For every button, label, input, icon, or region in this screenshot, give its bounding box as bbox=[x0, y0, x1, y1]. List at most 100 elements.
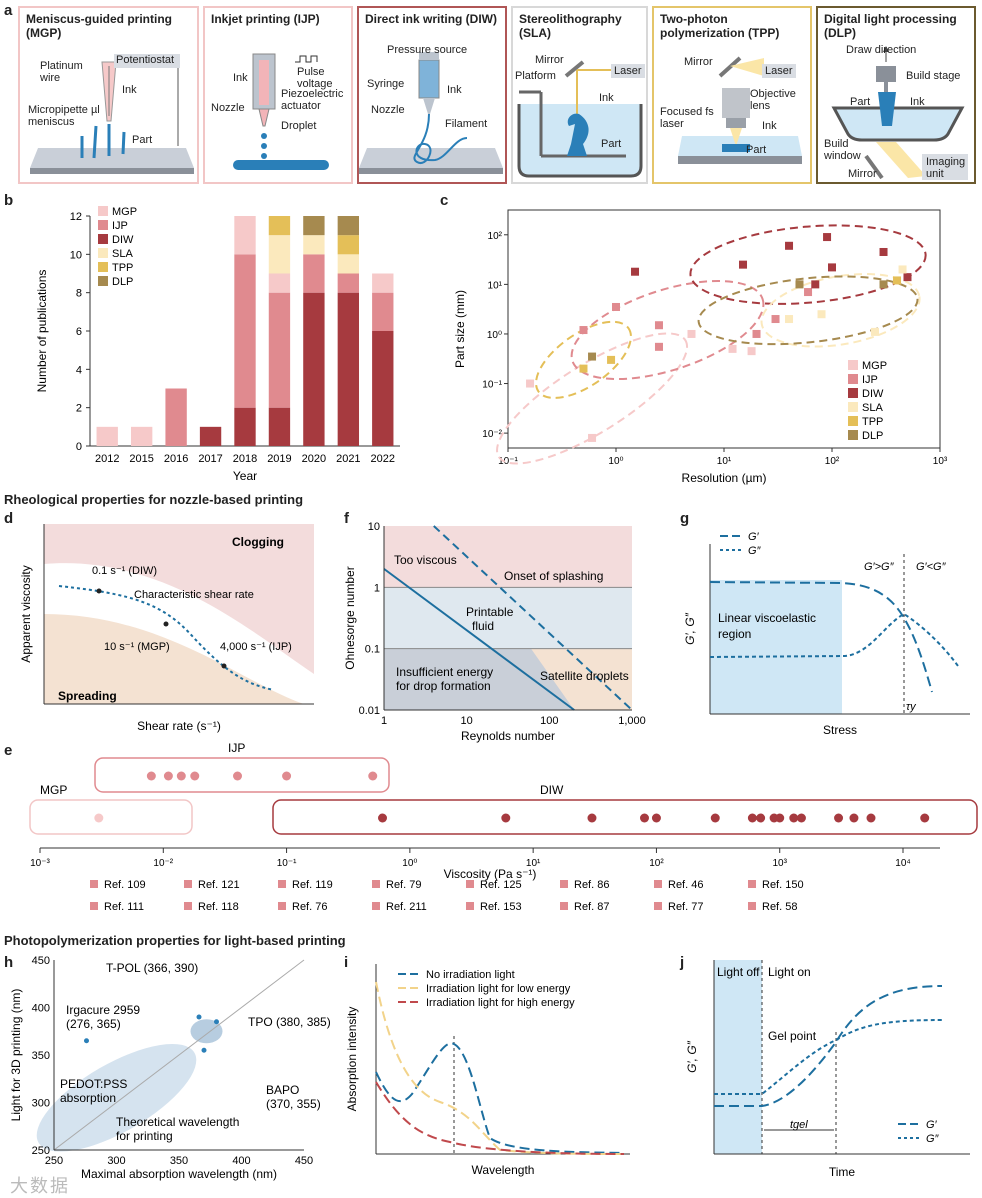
x-tick-label: 10 bbox=[461, 715, 473, 727]
cluster-blob bbox=[190, 1019, 223, 1044]
region-insufficient bbox=[384, 648, 575, 710]
y-tick-label: 400 bbox=[32, 1003, 50, 1015]
group-label: MGP bbox=[40, 783, 67, 797]
bar-dlp bbox=[337, 216, 360, 236]
point-mgp bbox=[526, 379, 535, 388]
photoinitiator-point bbox=[196, 1014, 202, 1020]
point-sla bbox=[785, 315, 794, 324]
panel-a-title: Direct ink writing (DIW) bbox=[365, 12, 497, 26]
legend-label: DIW bbox=[112, 234, 134, 246]
annotation: for printing bbox=[116, 1129, 173, 1143]
legend-label: Irradiation light for high energy bbox=[426, 997, 575, 1009]
panel-letter-j: j bbox=[680, 954, 685, 971]
diw-illustration bbox=[359, 52, 503, 174]
viscosity-point-diw bbox=[775, 813, 785, 823]
annotation: 4,000 s⁻¹ (IJP) bbox=[220, 641, 292, 653]
label-ink: Ink bbox=[910, 96, 925, 108]
chart-i-absorption: No irradiation light Irradiation light fo… bbox=[345, 964, 630, 1177]
point-mgp bbox=[588, 433, 597, 442]
x-tick-label: 10² bbox=[649, 858, 664, 869]
ref-label: Ref. 109 bbox=[104, 879, 146, 891]
viscosity-point-diw bbox=[796, 813, 806, 823]
y-axis-label: Absorption intensity bbox=[345, 1007, 359, 1112]
viscosity-point-diw bbox=[789, 813, 799, 823]
point-label: (370, 355) bbox=[266, 1097, 321, 1111]
x-tick-label: 2020 bbox=[302, 453, 326, 465]
y-tick-label: 10 bbox=[368, 521, 380, 533]
ref-marker bbox=[466, 902, 474, 910]
legend-label: G″ bbox=[748, 545, 762, 557]
y-axis-label: Number of publications bbox=[35, 270, 49, 393]
point-mgp bbox=[747, 347, 756, 356]
bar-diw bbox=[268, 407, 291, 446]
bar-ijp bbox=[303, 254, 325, 293]
ref-marker bbox=[90, 880, 98, 888]
curve-high-energy bbox=[375, 1081, 625, 1155]
x-tick-label: 10³ bbox=[772, 858, 787, 869]
x-tick-label: 2019 bbox=[267, 453, 291, 465]
point-diw bbox=[823, 233, 832, 242]
chart-g-stress: G′ G″ G′>G″ G′<G″ Linear viscoelastic region τ… bbox=[683, 531, 970, 737]
region-clogging bbox=[44, 524, 314, 674]
ref-label: Ref. 79 bbox=[386, 879, 421, 891]
annotation: absorption bbox=[60, 1091, 116, 1105]
x-tick-label: 1,000 bbox=[618, 715, 646, 727]
mgp-illustration bbox=[30, 54, 194, 174]
label-laser: Laser bbox=[762, 64, 796, 78]
label-focused-fs-laser: Focused fs laser bbox=[660, 106, 714, 130]
region-label: Insufficient energy bbox=[396, 665, 493, 679]
y-tick-label: 8 bbox=[76, 288, 82, 300]
bar-mgp bbox=[372, 273, 394, 293]
viscosity-point-ijp bbox=[190, 771, 200, 781]
point-ijp bbox=[654, 321, 663, 330]
legend-swatch bbox=[98, 248, 108, 258]
label-mirror: Mirror bbox=[535, 54, 564, 66]
x-tick-label: 10⁻³ bbox=[30, 858, 50, 869]
pedot-absorption-blob bbox=[36, 1043, 197, 1152]
legend-label: IJP bbox=[112, 220, 128, 232]
label-platinum-wire: Platinum wire bbox=[40, 60, 83, 84]
viscosity-point-diw bbox=[587, 813, 597, 823]
group-box-mgp bbox=[29, 799, 193, 835]
marker-point bbox=[163, 621, 169, 627]
region-label: Too viscous bbox=[394, 553, 457, 567]
legend-swatch bbox=[848, 402, 858, 412]
point-ijp bbox=[612, 302, 620, 311]
viscosity-point-diw bbox=[920, 813, 930, 823]
annotation: Linear viscoelastic bbox=[718, 611, 816, 625]
cluster-ellipse-diw bbox=[689, 224, 927, 305]
x-tick-label: 10⁴ bbox=[895, 858, 910, 869]
point-diw bbox=[903, 273, 912, 282]
y-tick-label: 2 bbox=[76, 403, 82, 415]
curve-no-irradiation bbox=[375, 1042, 625, 1154]
legend-swatch bbox=[848, 388, 858, 398]
panel-letter-c: c bbox=[440, 192, 449, 209]
viscosity-point-diw bbox=[710, 813, 720, 823]
y-axis-label: Apparent viscosity bbox=[19, 565, 33, 662]
label-ink: Ink bbox=[599, 92, 614, 104]
bar-diw bbox=[303, 292, 325, 446]
ref-label: Ref. 150 bbox=[762, 879, 804, 891]
y-axis-label: Light for 3D printing (nm) bbox=[9, 989, 23, 1122]
chart-f-ohnesorge: 1 10 100 1,000 0.01 0.1 1 10 Too viscous Onset of… bbox=[343, 521, 646, 743]
ref-label: Ref. 46 bbox=[668, 879, 703, 891]
region-printable bbox=[384, 587, 632, 649]
bar-diw bbox=[337, 292, 360, 446]
y-tick-label: 10² bbox=[488, 231, 503, 242]
x-tick-label: 10⁻² bbox=[153, 858, 173, 869]
ref-marker bbox=[560, 902, 568, 910]
x-tick-label: 2021 bbox=[336, 453, 360, 465]
x-axis-label: Time bbox=[829, 1165, 856, 1179]
panel-letter-b: b bbox=[4, 192, 14, 209]
legend-swatch bbox=[98, 220, 108, 230]
panel-a-title: Digital light processing (DLP) bbox=[824, 12, 957, 40]
y-tick-label: 10⁻¹ bbox=[482, 380, 502, 391]
group-box-diw bbox=[272, 799, 978, 835]
point-ijp bbox=[804, 288, 813, 297]
legend-label: DLP bbox=[112, 276, 133, 288]
x-tick-label: 1 bbox=[381, 715, 387, 727]
bar-sla bbox=[268, 235, 291, 274]
viscosity-point-diw bbox=[756, 813, 766, 823]
ref-marker bbox=[748, 902, 756, 910]
legend-label: IJP bbox=[862, 374, 878, 386]
